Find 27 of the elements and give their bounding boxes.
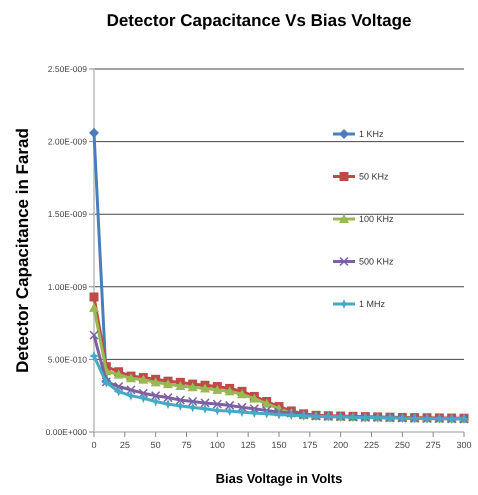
y-tick-label: 5.00E-010 [48, 354, 88, 364]
x-tick-label: 300 [456, 440, 472, 450]
x-tick-label: 100 [210, 440, 225, 450]
x-tick-label: 200 [333, 440, 348, 450]
legend-label: 50 KHz [359, 172, 390, 182]
x-tick-label: 75 [181, 440, 192, 450]
x-tick-label: 275 [426, 440, 441, 450]
y-tick-label: 1.00E-009 [48, 282, 88, 292]
x-tick-label: 25 [120, 440, 130, 450]
x-tick-label: 50 [150, 440, 161, 450]
chart-title: Detector Capacitance Vs Bias Voltage [106, 11, 412, 30]
x-tick-label: 175 [302, 440, 318, 450]
x-tick-label: 125 [240, 440, 256, 450]
legend-label: 1 KHz [359, 129, 384, 140]
x-tick-label: 150 [271, 440, 287, 450]
y-axis-title: Detector Capacitance in Farad [13, 128, 32, 373]
x-tick-label: 0 [91, 440, 97, 450]
y-tick-label: 0.00E+000 [46, 426, 88, 437]
legend-label: 500 KHz [359, 256, 394, 267]
legend-label: 100 KHz [359, 214, 394, 224]
x-tick-label: 225 [364, 440, 380, 450]
y-tick-label: 2.00E-009 [48, 136, 88, 147]
x-tick-label: 250 [394, 440, 410, 450]
legend-label: 1 MHz [359, 299, 386, 310]
x-axis-title: Bias Voltage in Volts [216, 471, 342, 486]
y-tick-label: 2.50E-009 [48, 64, 88, 74]
y-tick-label: 1.50E-009 [48, 209, 88, 220]
